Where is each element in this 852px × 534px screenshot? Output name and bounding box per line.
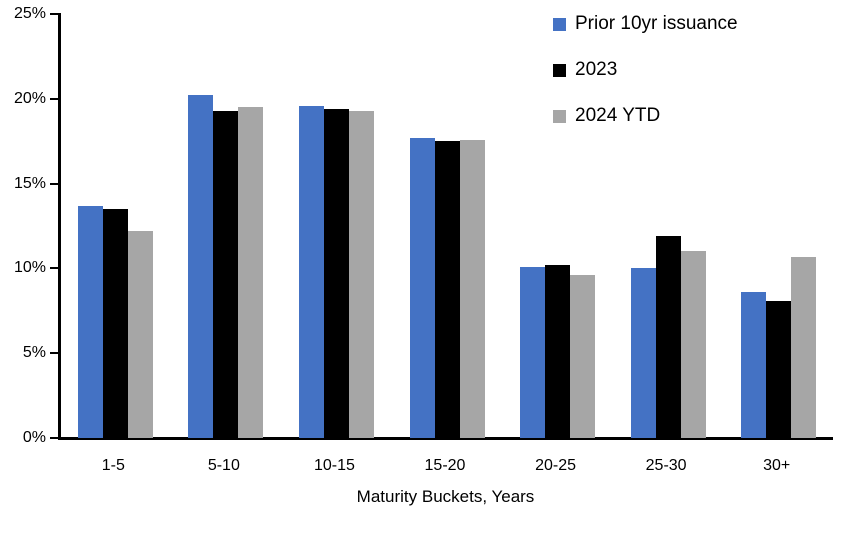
bar-2024-ytd-5-10 (238, 107, 264, 438)
bar-2024-ytd-1-5 (127, 231, 153, 438)
legend-label: Prior 10yr issuance (575, 13, 738, 34)
y-axis-tick-label: 5% (22, 344, 46, 362)
x-axis-category-label: 5-10 (207, 457, 240, 474)
y-axis-tick-label: 10% (13, 259, 46, 277)
y-axis-tick-mark (50, 437, 58, 439)
bar-2023-30+ (766, 300, 792, 438)
y-axis-tick-label: 25% (13, 5, 46, 22)
legend-label: 2023 (575, 59, 618, 80)
legend-swatch-2024-ytd (553, 109, 566, 123)
bar-prior-10yr-issuance-20-25 (520, 266, 546, 438)
bar-2024-ytd-10-15 (348, 110, 374, 438)
y-axis-tick-label: 20% (13, 89, 46, 107)
y-axis-tick-label: 0% (22, 429, 46, 446)
y-axis-tick-mark (50, 267, 58, 270)
bar-2023-5-10 (213, 110, 239, 438)
x-axis-category-label: 1-5 (101, 457, 125, 474)
y-axis-tick-mark (50, 97, 58, 100)
x-axis-category-label: 30+ (763, 457, 791, 474)
y-axis-tick-mark (50, 352, 58, 355)
bar-2023-25-30 (655, 236, 681, 438)
bar-2024-ytd-30+ (791, 256, 817, 438)
x-axis-category-label: 20-25 (535, 457, 577, 474)
bar-prior-10yr-issuance-15-20 (409, 137, 435, 438)
legend-swatch-prior-10yr-issuance (553, 17, 566, 31)
bar-2023-15-20 (434, 141, 460, 438)
x-axis-category-label: 25-30 (645, 457, 687, 474)
bar-2023-10-15 (323, 108, 349, 438)
bar-prior-10yr-issuance-30+ (741, 292, 767, 438)
bar-prior-10yr-issuance-25-30 (630, 268, 656, 438)
legend: Prior 10yr issuance 2023 2024 YTD (553, 13, 738, 127)
legend-item-2023: 2023 (553, 59, 738, 81)
bar-2024-ytd-15-20 (459, 139, 485, 438)
bar-prior-10yr-issuance-5-10 (188, 95, 214, 438)
y-axis-line (58, 13, 61, 440)
bar-2024-ytd-25-30 (680, 251, 706, 438)
y-axis-tick-mark (50, 182, 58, 185)
x-axis-category-label: 10-15 (313, 457, 355, 474)
y-axis-tick-label: 15% (13, 174, 46, 192)
legend-swatch-2023 (553, 63, 566, 77)
bar-2023-1-5 (102, 209, 128, 438)
y-axis-tick-mark (50, 13, 58, 15)
legend-item-prior-10yr-issuance: Prior 10yr issuance (553, 13, 738, 35)
bar-2024-ytd-20-25 (570, 275, 596, 438)
x-axis-line (58, 437, 833, 440)
x-axis-category-label: 15-20 (424, 457, 466, 474)
bar-prior-10yr-issuance-1-5 (77, 205, 103, 438)
bar-prior-10yr-issuance-10-15 (298, 105, 324, 438)
x-axis-title: Maturity Buckets, Years (356, 487, 535, 506)
legend-label: 2024 YTD (575, 105, 661, 126)
bar-2023-20-25 (545, 265, 571, 438)
legend-item-2024-ytd: 2024 YTD (553, 105, 738, 127)
